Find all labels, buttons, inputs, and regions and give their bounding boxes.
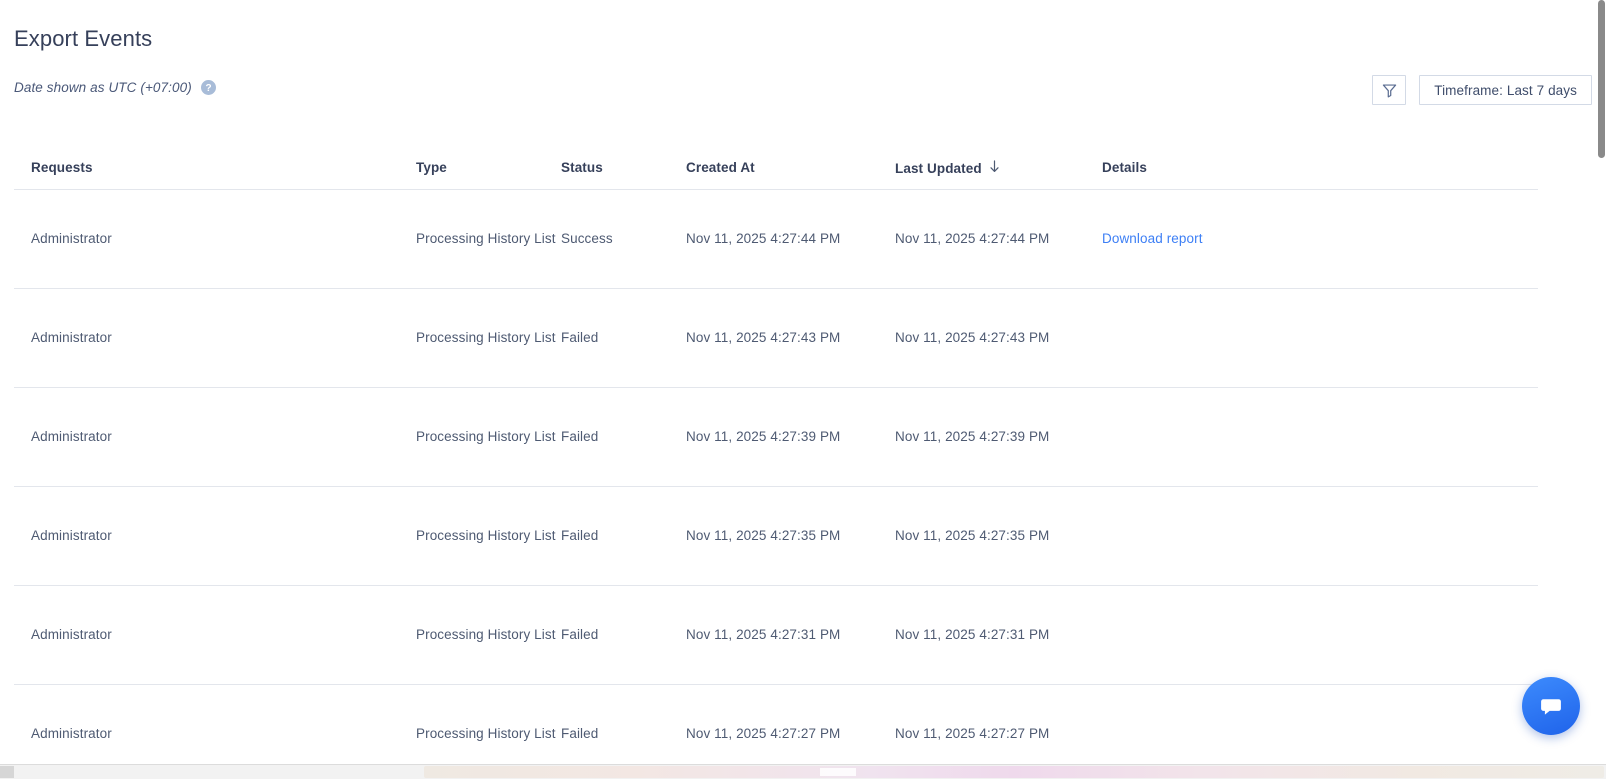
filter-button[interactable]: [1372, 75, 1407, 105]
cell-status: Failed: [561, 330, 599, 345]
cell-status: Failed: [561, 627, 599, 642]
timeframe-button-label: Timeframe: Last 7 days: [1434, 82, 1577, 98]
cell-created-at: Nov 11, 2025 4:27:43 PM: [686, 330, 841, 345]
cell-created-at: Nov 11, 2025 4:27:27 PM: [686, 726, 841, 741]
column-header-requests[interactable]: Requests: [31, 160, 93, 175]
page-title: Export Events: [14, 26, 153, 51]
horizontal-scrollbar-thumb[interactable]: [424, 766, 1604, 778]
svg-text:?: ?: [205, 83, 211, 94]
cell-status: Failed: [561, 429, 599, 444]
cell-requests: Administrator: [31, 231, 112, 246]
horizontal-scrollbar-cap: [0, 766, 14, 778]
vertical-scrollbar-thumb[interactable]: [1598, 0, 1605, 158]
download-report-link[interactable]: Download report: [1102, 231, 1203, 246]
cell-status: Failed: [561, 528, 599, 543]
column-header-created-at[interactable]: Created At: [686, 160, 755, 175]
table-header-row: Requests Type Status Created At Last Upd…: [14, 140, 1538, 190]
cell-status: Failed: [561, 726, 599, 741]
cell-requests: Administrator: [31, 726, 112, 741]
chat-widget-button[interactable]: [1522, 677, 1580, 735]
cell-created-at: Nov 11, 2025 4:27:35 PM: [686, 528, 841, 543]
funnel-filter-icon: [1382, 83, 1397, 98]
cell-created-at: Nov 11, 2025 4:27:39 PM: [686, 429, 841, 444]
column-header-details[interactable]: Details: [1102, 160, 1147, 175]
cell-last-updated: Nov 11, 2025 4:27:27 PM: [895, 726, 1050, 741]
timezone-note: Date shown as UTC (+07:00) ?: [14, 80, 216, 95]
cell-last-updated: Nov 11, 2025 4:27:44 PM: [895, 231, 1050, 246]
table-row[interactable]: Administrator Processing History List Fa…: [14, 586, 1538, 685]
cell-requests: Administrator: [31, 627, 112, 642]
cell-type: Processing History List: [416, 429, 556, 444]
cell-requests: Administrator: [31, 528, 112, 543]
help-circle-icon[interactable]: ?: [200, 80, 216, 95]
table-row[interactable]: Administrator Processing History List Fa…: [14, 487, 1538, 586]
chat-bubble-icon: [1538, 693, 1564, 719]
column-header-last-updated[interactable]: Last Updated: [895, 160, 1102, 176]
cell-type: Processing History List: [416, 330, 556, 345]
cell-requests: Administrator: [31, 330, 112, 345]
column-header-type[interactable]: Type: [416, 160, 447, 175]
cell-type: Processing History List: [416, 726, 556, 741]
cell-type: Processing History List: [416, 528, 556, 543]
cell-type: Processing History List: [416, 231, 556, 246]
cell-last-updated: Nov 11, 2025 4:27:39 PM: [895, 429, 1050, 444]
table-row[interactable]: Administrator Processing History List Fa…: [14, 289, 1538, 388]
table-row[interactable]: Administrator Processing History List Fa…: [14, 388, 1538, 487]
timeframe-button[interactable]: Timeframe: Last 7 days: [1419, 75, 1592, 105]
cell-last-updated: Nov 11, 2025 4:27:31 PM: [895, 627, 1050, 642]
cell-last-updated: Nov 11, 2025 4:27:35 PM: [895, 528, 1050, 543]
table-row[interactable]: Administrator Processing History List Fa…: [14, 685, 1538, 779]
horizontal-scrollbar-track[interactable]: [0, 764, 1606, 779]
vertical-scrollbar-track[interactable]: [1597, 0, 1606, 779]
cell-requests: Administrator: [31, 429, 112, 444]
cell-type: Processing History List: [416, 627, 556, 642]
cell-created-at: Nov 11, 2025 4:27:31 PM: [686, 627, 841, 642]
cell-status: Success: [561, 231, 613, 246]
toolbar: Timeframe: Last 7 days: [1372, 75, 1592, 105]
sort-descending-arrow-icon: [989, 160, 1000, 176]
column-header-status[interactable]: Status: [561, 160, 603, 175]
cell-last-updated: Nov 11, 2025 4:27:43 PM: [895, 330, 1050, 345]
cell-created-at: Nov 11, 2025 4:27:44 PM: [686, 231, 841, 246]
table-row[interactable]: Administrator Processing History List Su…: [14, 190, 1538, 289]
timezone-note-label: Date shown as UTC (+07:00): [14, 80, 192, 95]
export-events-table: Requests Type Status Created At Last Upd…: [14, 140, 1538, 779]
